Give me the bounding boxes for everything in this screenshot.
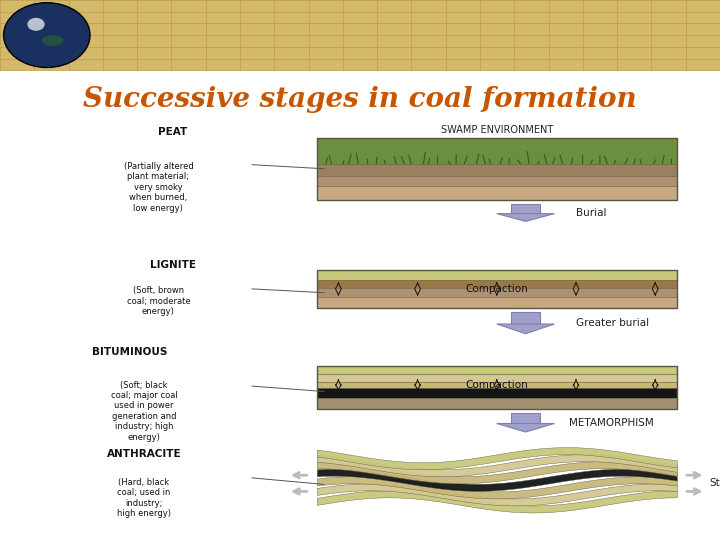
Bar	[317, 398, 677, 409]
Bar	[317, 186, 677, 200]
Text: BITUMINOUS: BITUMINOUS	[92, 347, 167, 357]
Ellipse shape	[42, 35, 63, 46]
Bar	[317, 288, 677, 297]
Text: Greater burial: Greater burial	[576, 318, 649, 328]
Text: Compaction: Compaction	[465, 284, 528, 294]
Bar	[317, 366, 677, 374]
Circle shape	[27, 18, 45, 31]
Text: Compaction: Compaction	[465, 380, 528, 390]
Bar	[317, 176, 677, 186]
Text: (Soft, brown
coal; moderate
energy): (Soft, brown coal; moderate energy)	[127, 286, 190, 316]
Bar	[317, 297, 677, 308]
Text: (Partially altered
plant material;
very smoky
when burned,
low energy): (Partially altered plant material; very …	[124, 162, 193, 213]
Bar	[317, 366, 677, 409]
Text: (Hard, black
coal; used in
industry;
high energy): (Hard, black coal; used in industry; hig…	[117, 478, 171, 518]
Bar	[511, 312, 540, 324]
Text: (Soft; black
coal; major coal
used in power
generation and
industry; high
energy: (Soft; black coal; major coal used in po…	[111, 381, 177, 442]
Text: METAMORPHISM: METAMORPHISM	[569, 417, 654, 428]
Bar	[317, 270, 677, 280]
Bar	[511, 413, 540, 423]
Bar	[0, 0, 720, 70]
Polygon shape	[497, 214, 554, 221]
Circle shape	[4, 3, 90, 68]
Text: Stress: Stress	[709, 478, 720, 488]
Polygon shape	[497, 423, 554, 432]
Bar	[317, 138, 677, 164]
Bar	[317, 374, 677, 382]
Bar	[317, 270, 677, 308]
Text: Successive stages in coal formation: Successive stages in coal formation	[84, 86, 636, 113]
Bar	[317, 382, 677, 388]
Bar	[511, 204, 540, 214]
Bar	[317, 388, 677, 398]
Bar	[317, 138, 677, 200]
Text: Burial: Burial	[576, 208, 606, 218]
Text: ANTHRACITE: ANTHRACITE	[107, 449, 181, 458]
Text: PEAT: PEAT	[158, 127, 187, 137]
Bar	[317, 164, 677, 176]
Polygon shape	[497, 324, 554, 334]
Text: SWAMP ENVIRONMENT: SWAMP ENVIRONMENT	[441, 125, 553, 135]
Text: LIGNITE: LIGNITE	[150, 260, 196, 269]
Bar	[317, 280, 677, 288]
